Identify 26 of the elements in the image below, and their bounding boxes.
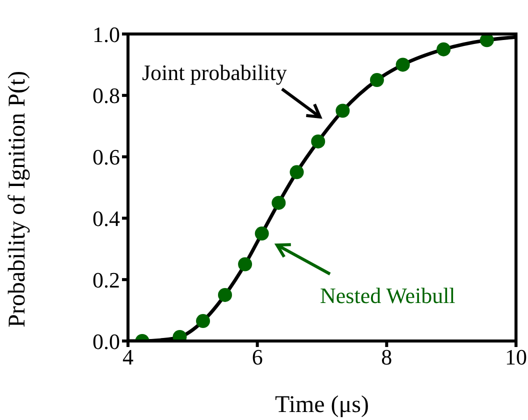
point	[238, 257, 252, 272]
point	[480, 34, 494, 48]
point	[218, 288, 232, 302]
y-axis-title: Probability of Ignition P(t)	[4, 70, 31, 328]
point	[290, 165, 304, 180]
y-tick-label: 0.8	[92, 83, 120, 108]
legend-label: Nested Weibull	[320, 283, 456, 308]
y-tick-label: 1.0	[92, 22, 120, 47]
y-tick-label: 0.2	[92, 267, 120, 292]
text: Joint probability	[142, 60, 287, 85]
point	[272, 196, 286, 210]
point	[311, 134, 326, 148]
point	[196, 314, 210, 328]
y-tick-label: 0.6	[92, 144, 120, 170]
y-tick-label: 0.0	[92, 328, 120, 354]
point	[396, 58, 410, 72]
x-tick-label: 4	[122, 344, 134, 370]
x-tick-label: 6	[252, 344, 263, 370]
point	[370, 73, 384, 88]
x-axis-title: Time (μs)	[275, 392, 369, 418]
y-tick-label: 0.4	[92, 206, 120, 232]
point	[254, 226, 269, 241]
x-tick-label: 10	[505, 344, 527, 370]
x-tick-label: 8	[381, 344, 392, 370]
point	[336, 104, 350, 118]
point	[436, 42, 451, 56]
